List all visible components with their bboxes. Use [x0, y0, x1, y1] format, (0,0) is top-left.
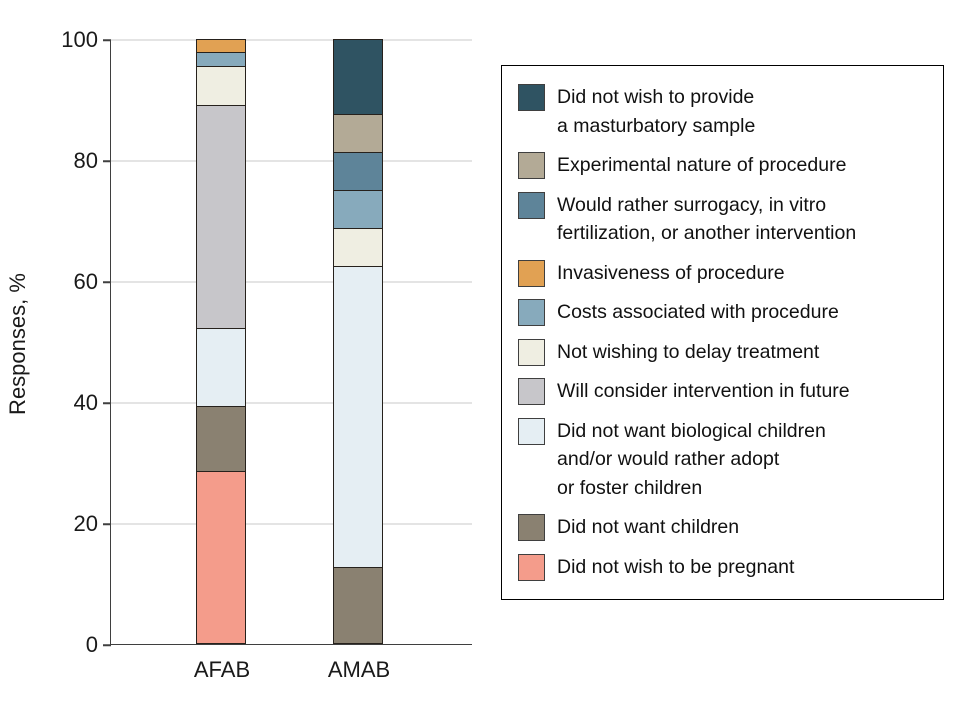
y-tick-label-20: 20	[73, 511, 98, 536]
gridline-60	[111, 281, 472, 283]
legend-label: Experimental nature of procedure	[557, 154, 847, 176]
legend-item: Will consider intervention in future	[518, 377, 929, 406]
legend-label: Did not want biological children and/or w…	[557, 419, 826, 499]
legend-swatch	[518, 259, 545, 287]
legend-label: Invasiveness of procedure	[557, 261, 785, 284]
gridline-80	[111, 160, 472, 162]
y-tick-label-80: 80	[73, 148, 98, 173]
category-label-amab: AMAB	[327, 657, 391, 682]
legend-item: Experimental nature of procedure	[518, 151, 929, 180]
legend-swatch	[518, 417, 545, 445]
legend-item: Did not want biological children and/or w…	[518, 417, 929, 503]
gridline-40	[111, 402, 472, 404]
category-label-afab: AFAB	[193, 657, 251, 682]
legend-swatch	[518, 191, 545, 219]
bar-amab	[333, 39, 383, 644]
gridline-20	[111, 523, 472, 525]
bar-afab	[196, 39, 246, 644]
bar-segment	[197, 328, 245, 407]
plot-area	[110, 39, 472, 645]
y-tick-mark-100	[103, 39, 111, 41]
bar-segment	[197, 53, 245, 67]
legend-label: Did not want children	[557, 516, 740, 538]
bar-segment	[334, 115, 382, 154]
legend-swatch	[518, 553, 545, 581]
legend-swatch	[518, 299, 545, 326]
y-tick-mark-20	[103, 523, 111, 525]
legend-label: Would rather surrogacy, in vitro fertiliz…	[557, 193, 857, 245]
legend-item: Would rather surrogacy, in vitro fertiliz…	[518, 191, 929, 248]
legend-swatch	[518, 84, 545, 111]
bar-segment	[334, 40, 382, 116]
y-tick-mark-80	[103, 160, 111, 162]
bar-segment	[334, 191, 382, 229]
bar-segment	[197, 40, 245, 54]
bar-segment	[197, 406, 245, 473]
gridline-100	[111, 39, 472, 41]
bar-segment	[197, 105, 245, 329]
legend-item: Did not wish to provide a masturbatory sa…	[518, 83, 929, 140]
bar-segment	[334, 153, 382, 192]
legend-item: Did not want children	[518, 513, 929, 542]
legend-item: Costs associated with procedure	[518, 298, 929, 327]
bar-segment	[334, 228, 382, 267]
legend-item: Did not wish to be pregnant	[518, 553, 929, 582]
legend-label: Did not wish to be pregnant	[557, 555, 795, 578]
bar-segment	[197, 472, 245, 643]
bar-segment	[197, 66, 245, 106]
y-tick-mark-0	[103, 644, 111, 646]
bar-segment	[334, 567, 382, 643]
y-tick-label-0: 0	[85, 632, 98, 657]
legend-label: Will consider intervention in future	[557, 380, 850, 402]
legend-item: Not wishing to delay treatment	[518, 338, 929, 367]
legend-label: Not wishing to delay treatment	[557, 340, 820, 363]
legend-swatch	[518, 338, 545, 366]
legend-swatch	[518, 152, 545, 179]
y-tick-mark-60	[103, 281, 111, 283]
legend-swatch	[518, 378, 545, 405]
y-tick-label-40: 40	[73, 390, 98, 415]
legend-item: Invasiveness of procedure	[518, 259, 929, 288]
y-tick-label-60: 60	[73, 269, 98, 294]
legend-label: Did not wish to provide a masturbatory sa…	[557, 86, 756, 137]
y-axis-title: Responses, %	[5, 273, 30, 415]
legend-swatch	[518, 514, 545, 541]
y-tick-mark-40	[103, 402, 111, 404]
y-tick-label-100: 100	[61, 27, 98, 52]
bar-segment	[334, 266, 382, 568]
legend-box: Did not wish to provide a masturbatory sa…	[501, 65, 944, 600]
legend-label: Costs associated with procedure	[557, 301, 839, 323]
